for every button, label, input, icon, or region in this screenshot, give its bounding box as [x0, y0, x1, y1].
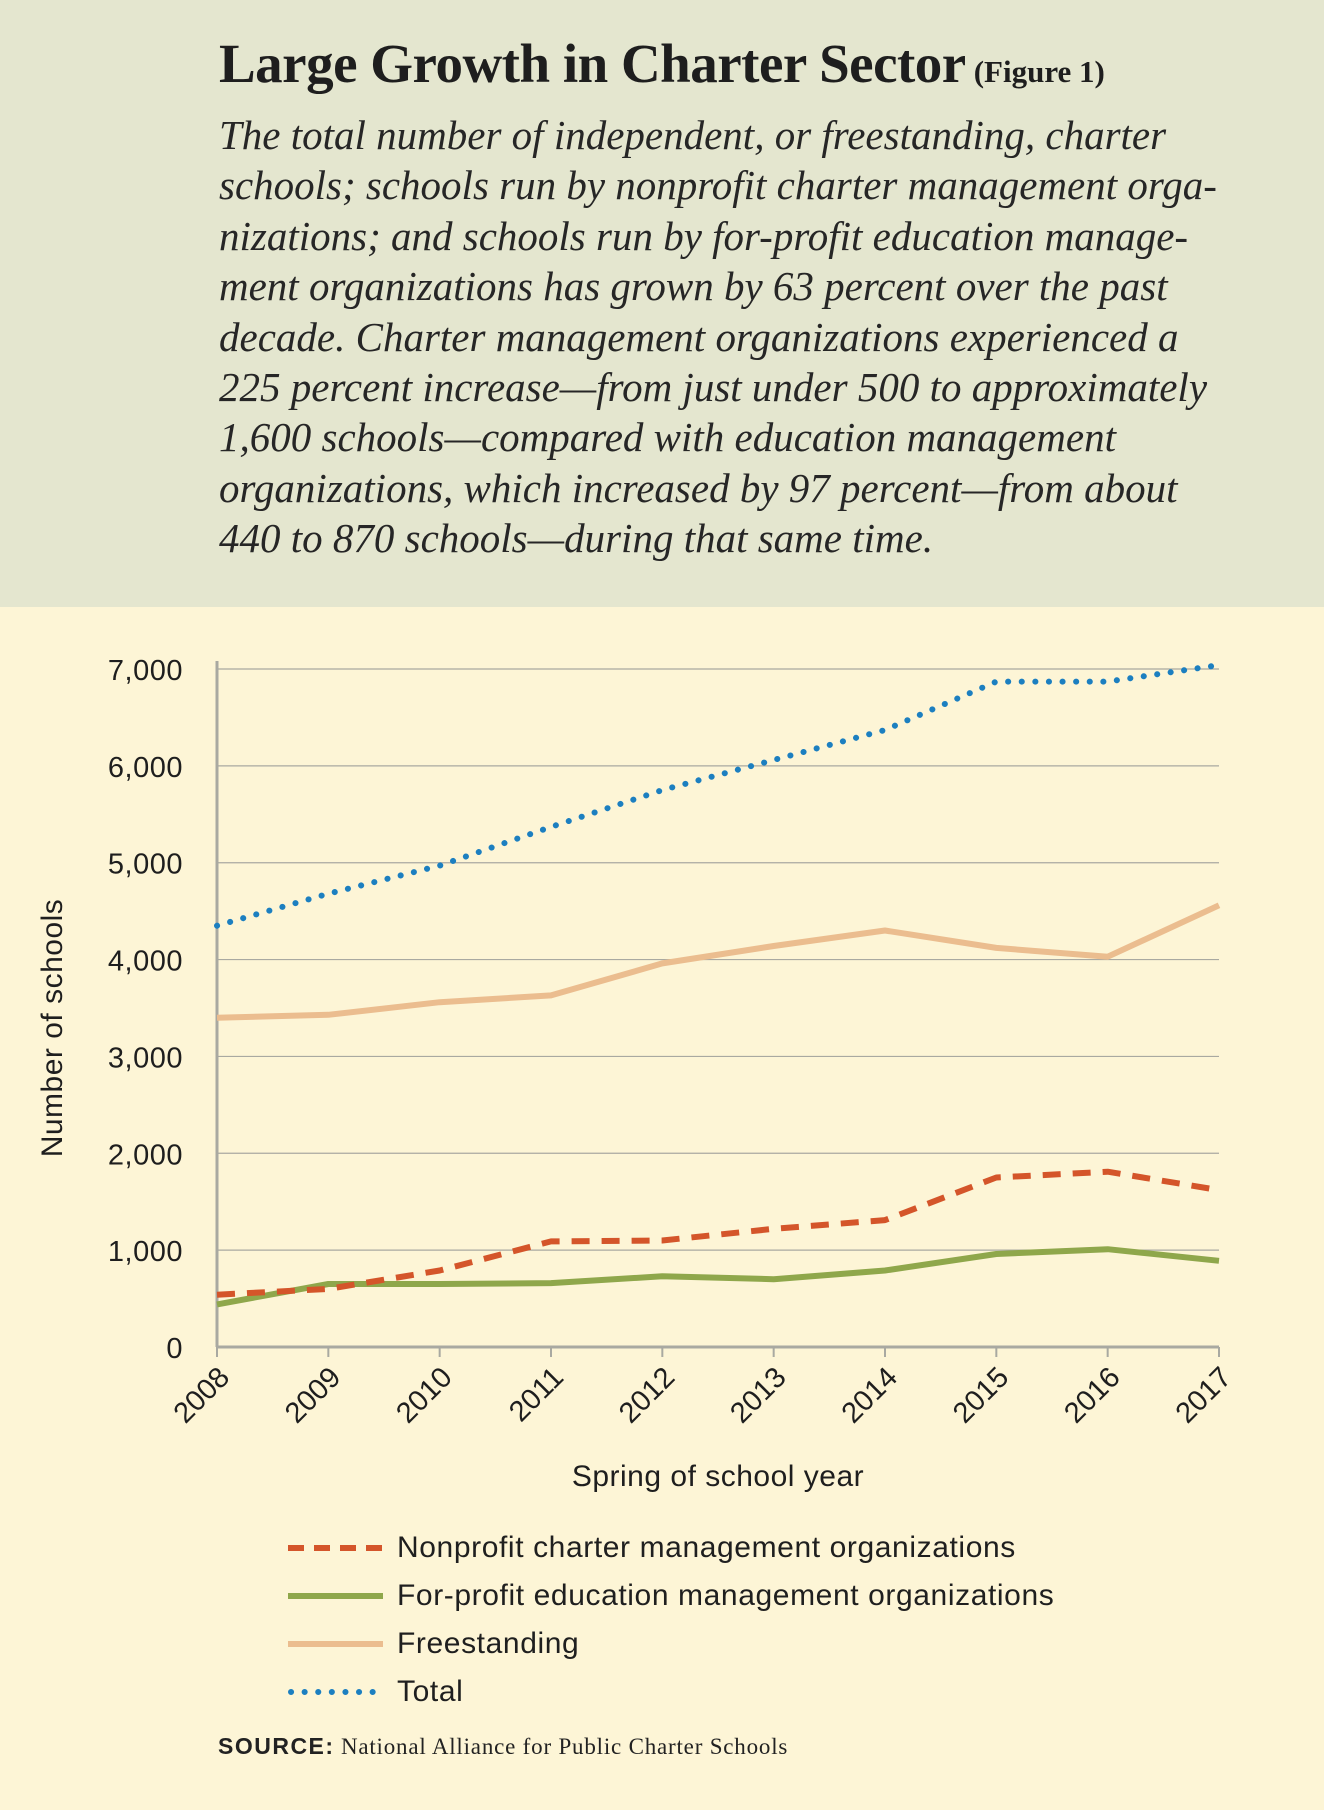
series-line-nonprofit: [216, 1168, 1220, 1298]
y-axis-title: Number of schools: [36, 899, 69, 1158]
legend-item-nonprofit: Nonprofit charter management organizatio…: [288, 1524, 1188, 1572]
y-tick-label: 1,000: [108, 1236, 183, 1268]
legend-swatch-total: [288, 1689, 383, 1695]
legend-item-total: Total: [288, 1668, 1188, 1716]
series-line-freestanding: [216, 902, 1221, 1021]
x-tick-label: 2012: [613, 1361, 681, 1429]
legend-swatch-forprofit: [288, 1593, 383, 1599]
chart-description: The total number of independent, or free…: [219, 112, 1217, 562]
series-line-forprofit: [216, 1246, 1220, 1308]
y-tick-label: 2,000: [108, 1139, 183, 1171]
y-tick-label: 5,000: [108, 849, 183, 881]
header-panel: Large Growth in Charter Sector (Figure 1)…: [0, 0, 1324, 607]
legend-label-forprofit: For-profit education management organiza…: [397, 1579, 1055, 1612]
x-tick-label: 2009: [279, 1361, 347, 1429]
y-tick-label: 3,000: [108, 1042, 183, 1074]
figure-label: (Figure 1): [973, 54, 1105, 89]
legend-swatch-nonprofit: [288, 1545, 383, 1551]
x-tick-label: 2017: [1170, 1361, 1238, 1429]
series-line-total: [214, 662, 1222, 929]
y-tick-label: 0: [166, 1333, 183, 1365]
legend-label-total: Total: [397, 1675, 464, 1708]
x-tick-label: 2015: [947, 1361, 1015, 1429]
x-tick-label: 2010: [390, 1361, 458, 1429]
chart-area: 0 1,000 2,000 3,000 4,000 5,000 6,000 7,000 2008…: [0, 607, 1324, 1810]
legend-item-forprofit: For-profit education management organiza…: [288, 1572, 1188, 1620]
chart-title: Large Growth in Charter Sector (Figure 1): [219, 32, 1279, 95]
y-tick-label: 6,000: [108, 752, 183, 784]
x-tick-label: 2016: [1058, 1361, 1126, 1429]
line-chart: 0 1,000 2,000 3,000 4,000 5,000 6,000 7,000 2008…: [36, 655, 1238, 1493]
title-text: Large Growth in Charter Sector: [219, 33, 966, 94]
x-tick-label: 2011: [503, 1361, 570, 1428]
legend-swatch-freestanding: [288, 1641, 383, 1647]
legend-label-nonprofit: Nonprofit charter management organizatio…: [397, 1531, 1016, 1564]
legend-label-freestanding: Freestanding: [397, 1627, 580, 1660]
x-tick-label: 2008: [168, 1361, 236, 1429]
legend: Nonprofit charter management organizatio…: [288, 1524, 1188, 1716]
y-tick-label: 4,000: [108, 946, 183, 978]
legend-item-freestanding: Freestanding: [288, 1620, 1188, 1668]
source-note: SOURCE: National Alliance for Public Cha…: [218, 1733, 1218, 1760]
x-tick-label: 2013: [724, 1361, 792, 1429]
x-axis-title: Spring of school year: [572, 1460, 864, 1493]
y-tick-label: 7,000: [108, 655, 183, 687]
source-label: SOURCE:: [218, 1733, 335, 1759]
source-text: National Alliance for Public Charter Sch…: [340, 1734, 789, 1759]
x-tick-label: 2014: [836, 1361, 904, 1429]
